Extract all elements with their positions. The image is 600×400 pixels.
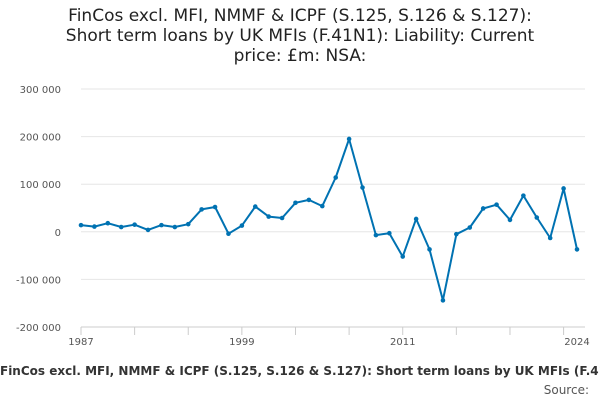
y-tick-label: -100 000 [16, 275, 61, 286]
data-point [92, 224, 97, 229]
legend-entry: FinCos excl. MFI, NMMF & ICPF (S.125, S.… [0, 364, 600, 378]
data-point [252, 204, 258, 209]
data-point [279, 215, 285, 221]
data-point [547, 235, 553, 241]
data-point [400, 254, 406, 259]
x-tick-label: 1999 [229, 337, 254, 348]
data-point [480, 206, 486, 211]
data-point [427, 247, 432, 252]
data-point [440, 298, 446, 303]
data-point [118, 224, 124, 230]
y-tick-label: -200 000 [16, 323, 61, 334]
x-tick-label: 2011 [390, 337, 415, 348]
y-tick-label: 300 000 [20, 85, 61, 96]
data-point [494, 202, 499, 207]
data-point [132, 222, 137, 227]
data-point [574, 247, 580, 252]
y-tick-label: 100 000 [20, 180, 61, 191]
data-point [159, 222, 164, 228]
data-point [105, 220, 111, 226]
data-point [266, 214, 271, 219]
data-point [293, 200, 298, 206]
data-point [212, 204, 218, 210]
chart-title: FinCos excl. MFI, NMMF & ICPF (S.125, S.… [65, 6, 535, 66]
x-tick-label: 1987 [68, 337, 93, 348]
data-point [333, 175, 339, 180]
data-point [521, 193, 526, 198]
data-point [78, 222, 84, 228]
legend: FinCos excl. MFI, NMMF & ICPF (S.125, S.… [0, 364, 600, 382]
x-tick-label: 2024 [564, 337, 589, 348]
data-point [534, 215, 540, 220]
data-point [360, 185, 365, 190]
series-line [80, 138, 578, 302]
data-point [306, 197, 312, 203]
data-point [319, 203, 325, 209]
data-point [226, 231, 231, 237]
y-tick-labels: 300 000 200 000 100 000 0 -100 000 -200 000 [16, 85, 61, 334]
source-label: Source: [543, 383, 589, 397]
data-point [199, 207, 204, 212]
data-point [561, 186, 566, 191]
data-point [185, 221, 191, 227]
data-point [413, 216, 419, 222]
gridlines [81, 88, 585, 328]
x-axis: 1987 1999 2011 2024 [68, 326, 590, 348]
data-point [507, 217, 513, 223]
data-point [239, 223, 245, 228]
data-point [387, 230, 392, 236]
data-point [467, 225, 473, 230]
data-point [172, 224, 178, 230]
data-point [454, 231, 459, 237]
y-tick-label: 200 000 [20, 133, 61, 144]
data-point [373, 232, 379, 238]
y-tick-label: 0 [55, 228, 61, 239]
series-group [78, 136, 580, 303]
data-point [346, 136, 352, 142]
data-point [145, 227, 151, 233]
